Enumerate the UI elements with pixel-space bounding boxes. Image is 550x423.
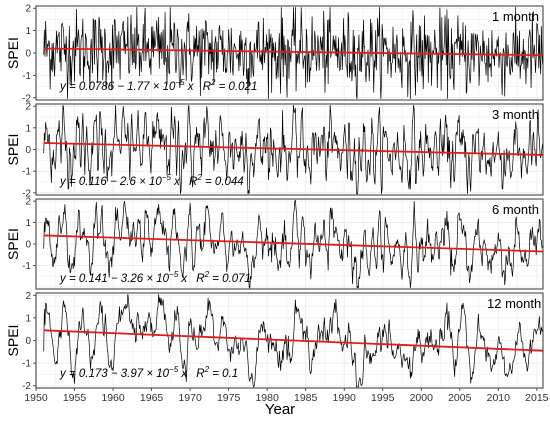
- x-tick-label: 1970: [178, 392, 202, 404]
- spei-series-line: [43, 105, 543, 195]
- y-tick-label: 2: [25, 102, 31, 113]
- y-tick-label: -1: [22, 71, 31, 82]
- y-tick-label: 1: [25, 26, 31, 37]
- panel-border: [35, 292, 544, 389]
- y-tick-label: 0: [25, 240, 31, 251]
- panels-group: -2 -1 0 1 2 SPEI 1 month y = 0.0786 − 1.77 × 10…: [5, 4, 544, 392]
- x-tick-label: 1990: [333, 392, 357, 404]
- regression-equation: y = 0.141 − 3.26 × 10−5 x R2 = 0.071: [59, 270, 251, 285]
- trend-line: [43, 47, 544, 57]
- y-tick-label: -2: [22, 188, 31, 199]
- y-axis-label: SPEI: [5, 134, 21, 166]
- x-tick-label: 1960: [101, 392, 125, 404]
- y-tick-label: 2: [25, 291, 31, 302]
- y-tick-label: -1: [22, 261, 31, 272]
- x-tick-label: 1995: [371, 392, 395, 404]
- y-tick-label: -1: [22, 359, 31, 370]
- trend-line: [43, 234, 544, 253]
- y-tick-label: 1: [25, 123, 31, 134]
- spei-series-line: [43, 7, 543, 99]
- panel-border: [35, 198, 544, 290]
- y-tick-label: 2: [25, 4, 31, 15]
- x-tick-label: 1975: [217, 392, 241, 404]
- panel-title: 6 month: [492, 202, 539, 217]
- x-tick-label: 1985: [294, 392, 318, 404]
- y-tick-label: 1: [25, 218, 31, 229]
- panel-4: -2 -1 0 1 2 SPEI 12 month y = 0.173 − 3.97 × 10…: [5, 291, 544, 392]
- x-tick-label: 1980: [255, 392, 279, 404]
- x-tick-label: 1950: [24, 392, 48, 404]
- panel-border: [35, 103, 544, 196]
- y-tick-label: 0: [25, 49, 31, 60]
- regression-equation: y = 0.173 − 3.97 × 10−5 x R2 = 0.1: [59, 365, 238, 380]
- x-tick-label: 2015: [525, 392, 549, 404]
- spei-series-line: [43, 199, 543, 289]
- x-axis-label: Year: [265, 401, 295, 418]
- panel-border: [35, 5, 544, 101]
- y-tick-label: -1: [22, 167, 31, 178]
- panel-title: 3 month: [492, 107, 539, 122]
- panel-1: -2 -1 0 1 2 SPEI 1 month y = 0.0786 − 1.77 × 10…: [5, 4, 544, 104]
- x-tick-label: 2000: [410, 392, 434, 404]
- y-tick-label: -2: [22, 93, 31, 104]
- panel-3: -1 0 1 2 SPEI 6 month y = 0.141 − 3.26 × 10−5 …: [5, 197, 544, 290]
- spei-series-line: [43, 294, 543, 388]
- x-tick-label: 2010: [487, 392, 511, 404]
- x-tick-label: 2005: [448, 392, 472, 404]
- y-tick-label: 1: [25, 313, 31, 324]
- y-tick-label: 0: [25, 336, 31, 347]
- y-tick-label: 2: [25, 197, 31, 208]
- regression-equation: y = 0.0786 − 1.77 × 10−5 x R2 = 0.021: [59, 78, 257, 93]
- trend-line: [43, 329, 544, 352]
- regression-equation: y = 0.116 − 2.6 × 10−5 x R2 = 0.044: [59, 173, 244, 188]
- y-axis-label: SPEI: [5, 37, 21, 69]
- x-axis: 1950 1955 1960 1965 1970 1975 1980 1985 1990 1995…: [24, 388, 549, 404]
- y-tick-label: 0: [25, 145, 31, 156]
- panel-title: 12 month: [487, 296, 541, 311]
- x-tick-label: 1965: [140, 392, 164, 404]
- panel-title: 1 month: [492, 9, 539, 24]
- y-axis-label: SPEI: [5, 228, 21, 260]
- y-tick-label: -2: [22, 381, 31, 392]
- y-axis-label: SPEI: [5, 325, 21, 357]
- trend-line: [43, 142, 544, 156]
- x-tick-label: 1955: [63, 392, 87, 404]
- panel-2: -2 -1 0 1 2 SPEI 3 month y = 0.116 − 2.6 × 10−5…: [5, 102, 544, 199]
